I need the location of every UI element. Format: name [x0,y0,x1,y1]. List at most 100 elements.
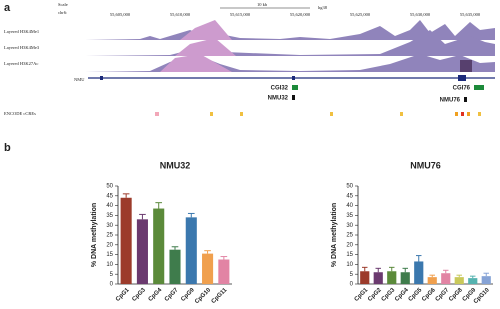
y-tick-label: 20 [106,242,113,248]
bar [153,208,165,284]
y-tick-label: 50 [346,184,353,190]
feature-label: NMU76 [440,98,461,104]
ccre [461,112,464,116]
positions: 55,605,000 55,610,000 55,615,000 55,620,… [110,12,481,18]
y-tick-label: 0 [350,282,354,288]
y-tick-label: 45 [106,193,113,199]
x-tick-label: CpG7 [435,287,451,303]
y-tick-label: 15 [106,252,113,258]
bar [185,217,197,284]
x-tick-label: CpG1 [354,287,370,303]
y-tick-label: 15 [346,252,353,258]
y-tick-label: 30 [106,223,113,229]
chrom-label: chr6: [58,10,67,15]
bar [387,271,397,284]
signal [175,38,236,56]
feature [474,85,484,90]
bar [468,278,478,284]
position: 55,605,000 [110,12,131,18]
bar [373,272,383,284]
x-tick-label: CpG8 [448,287,464,303]
y-tick-label: 0 [110,282,114,288]
chart-title: NMU32 [160,160,191,170]
position: 55,620,000 [290,12,311,18]
y-tick-label: 50 [106,184,113,190]
scale-size: 10 kb [257,2,268,7]
ccre [400,112,403,116]
y-tick-label: 25 [346,233,353,239]
bar [481,276,491,284]
feature-label: CGI32 [271,86,289,92]
y-tick-label: 40 [106,203,113,209]
y-tick-label: 25 [106,233,113,239]
feature [292,85,298,90]
x-tick-label: CpG4 [148,287,164,303]
exon [100,76,103,80]
assembly: hg38 [318,5,328,10]
bar [414,261,424,284]
feature-label: NMU32 [268,96,289,102]
ccres [155,112,481,116]
y-axis-label: % DNA methylation [331,203,338,267]
position: 55,610,000 [170,12,191,18]
x-tick-label: CpG10 [473,287,491,305]
bar [202,253,214,284]
bar [169,249,181,284]
x-tick-label: CpG3 [381,287,397,303]
signal [160,54,232,72]
bar [136,219,148,284]
x-tick-label: CpG7 [164,287,180,303]
x-tick-label: CpG4 [394,287,410,303]
bar [441,273,451,284]
bar [120,197,132,284]
position: 55,630,000 [410,12,431,18]
signal-tracks [85,20,495,72]
exon [458,75,466,81]
feature [292,95,295,100]
track-label: Layered H3K4Me3 [4,45,40,50]
y-tick-label: 10 [106,262,113,268]
scale-label: Scale [58,2,68,7]
y-tick-label: 5 [110,272,114,278]
y-tick-label: 30 [346,223,353,229]
y-tick-label: 35 [346,213,353,219]
x-tick-label: CpG11 [211,287,229,305]
bar [427,277,437,284]
panel-label: a [4,2,11,14]
y-tick-label: 5 [350,272,354,278]
y-axis-label: % DNA methylation [91,203,98,267]
y-tick-label: 10 [346,262,353,268]
feature [464,97,467,102]
x-tick-label: CpG6 [421,287,437,303]
gene-label: NMU [74,77,85,82]
bar [454,277,464,284]
ccre-label: ENCODE cCREs [4,111,36,116]
y-tick-label: 35 [106,213,113,219]
panel-label: b [4,142,11,154]
signal [180,20,232,40]
ccre [455,112,458,116]
bar [360,271,370,284]
exon [292,76,295,80]
position: 55,625,000 [350,12,371,18]
ccre [210,112,213,116]
ccre [330,112,333,116]
track-label: Layered H3K4Me1 [4,29,39,34]
bar [218,259,230,284]
y-tick-label: 20 [346,242,353,248]
x-tick-label: CpG5 [408,287,424,303]
chart-title: NMU76 [410,160,441,170]
x-tick-label: CpG1 [115,287,131,303]
signal [85,30,495,56]
track-label: Layered H3K27Ac [4,61,38,66]
ccre [467,112,470,116]
position: 55,615,000 [230,12,251,18]
feature-label: CGI76 [453,86,471,92]
x-tick-label: CpG10 [194,287,212,305]
signal [85,54,495,72]
y-tick-label: 40 [346,203,353,209]
ccre [240,112,243,116]
bar [400,272,410,284]
position: 55,635,000 [460,12,481,18]
